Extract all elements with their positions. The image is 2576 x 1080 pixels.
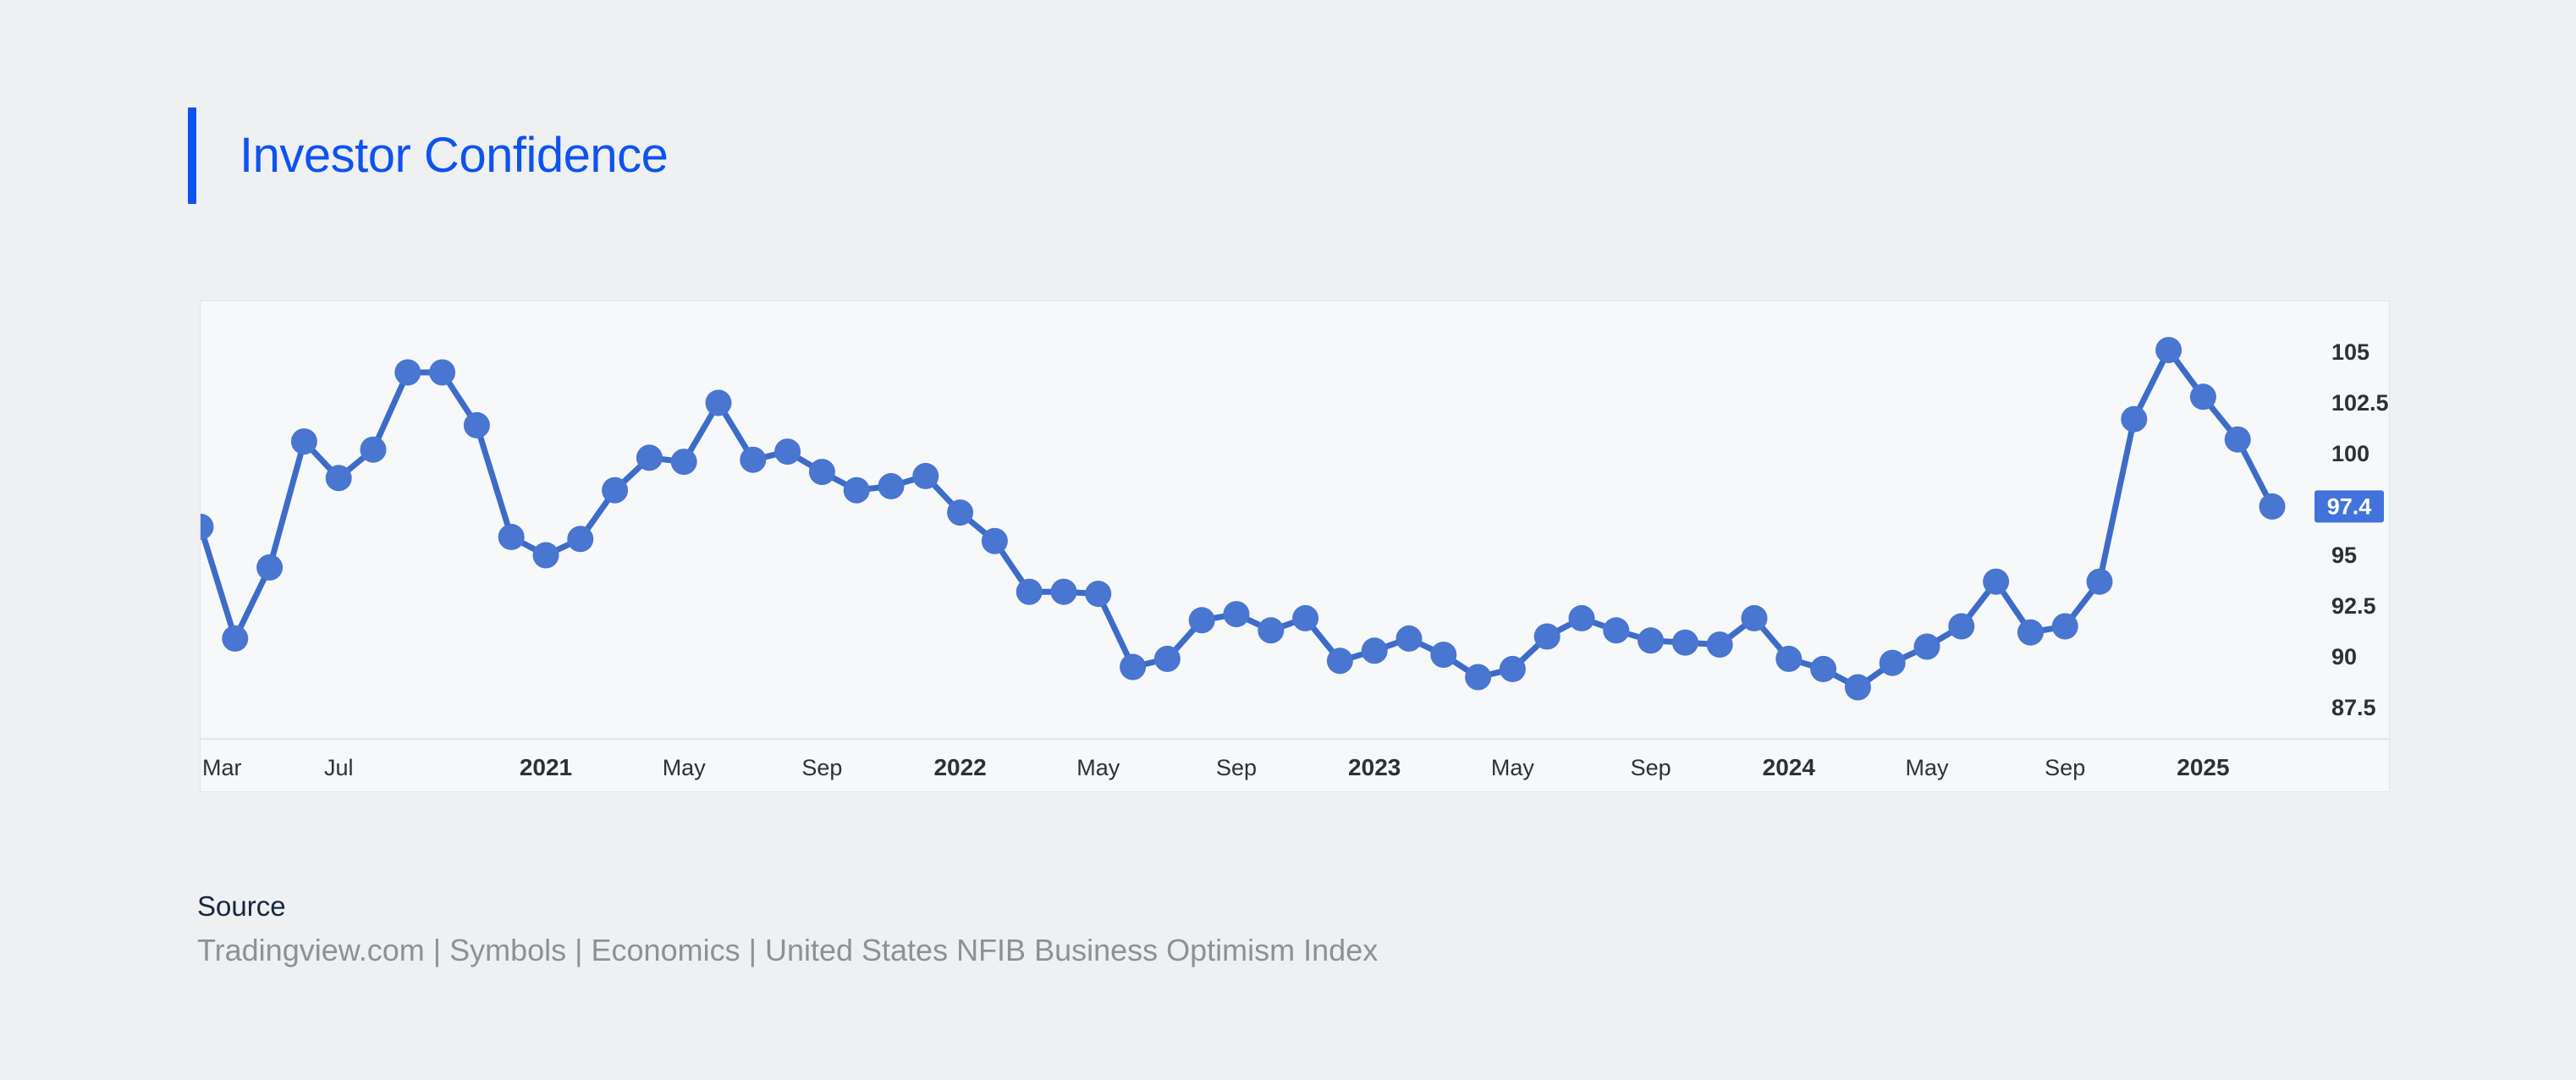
data-point: [1153, 645, 1181, 672]
data-point: [222, 625, 249, 652]
x-tick-label: Sep: [1216, 755, 1257, 780]
data-point: [1671, 629, 1698, 656]
data-point: [1810, 655, 1837, 682]
data-point: [1983, 568, 2010, 595]
data-point: [2189, 383, 2216, 411]
x-tick-label: Sep: [1631, 755, 1671, 780]
x-tick-label: May: [1076, 755, 1120, 780]
data-point: [1465, 664, 1492, 691]
data-point: [705, 389, 732, 416]
data-point: [981, 527, 1008, 554]
chart-panel: Mar Jul 2021 May Sep 2022 May Sep 2023 May Sep 2024…: [200, 300, 2390, 792]
data-point: [636, 444, 663, 471]
data-point: [1395, 625, 1423, 652]
data-point: [360, 436, 387, 463]
data-point: [1913, 633, 1940, 660]
data-point: [912, 462, 939, 489]
data-point: [2121, 405, 2148, 433]
y-tick-label: 95: [2331, 543, 2357, 568]
data-point: [1326, 647, 1353, 675]
data-point: [256, 554, 283, 581]
title-accent-bar: [188, 107, 196, 204]
data-point: [1706, 631, 1733, 658]
data-point: [201, 513, 214, 540]
data-point: [1741, 604, 1768, 631]
data-point: [1085, 581, 1112, 608]
data-point: [1188, 607, 1215, 634]
data-point: [1223, 601, 1250, 628]
data-point: [290, 428, 317, 455]
data-point: [498, 523, 525, 550]
data-point: [947, 499, 974, 526]
data-point: [1533, 623, 1560, 650]
page-title-block: Investor Confidence: [188, 106, 669, 206]
data-point: [463, 411, 490, 438]
y-tick-label: 102.5: [2331, 390, 2389, 416]
data-point: [1361, 637, 1388, 664]
data-point: [1879, 649, 1906, 676]
last-price-label: 97.4: [2327, 493, 2372, 519]
data-point: [1844, 674, 1871, 701]
chart-canvas: Mar Jul 2021 May Sep 2022 May Sep 2023 May Sep 2024…: [201, 337, 2389, 780]
source-block: Source Tradingview.com | Symbols | Econo…: [197, 890, 1378, 968]
source-text: Tradingview.com | Symbols | Economics | …: [197, 933, 1379, 967]
data-point: [394, 359, 421, 386]
x-tick-label: Jul: [324, 755, 354, 780]
y-tick-label: 92.5: [2331, 593, 2376, 619]
x-tick-label: Mar: [202, 755, 242, 780]
last-price-tag: [2315, 490, 2384, 523]
x-tick-label: May: [663, 755, 707, 780]
x-tick-label: 2021: [520, 754, 572, 780]
x-tick-label: 2024: [1763, 754, 1816, 780]
x-tick-label: Sep: [801, 755, 842, 780]
data-point: [1430, 642, 1457, 669]
data-point: [567, 526, 594, 553]
data-point: [808, 459, 835, 486]
data-point: [878, 472, 905, 499]
data-point: [1499, 655, 1526, 682]
y-tick-label: 87.5: [2331, 695, 2376, 720]
data-point: [1258, 617, 1285, 644]
data-point: [774, 438, 801, 466]
data-point: [532, 542, 559, 569]
data-point: [1638, 627, 1665, 654]
data-point: [2224, 426, 2251, 453]
data-point: [2017, 619, 2044, 646]
data-point: [2155, 337, 2182, 364]
data-point: [429, 359, 456, 386]
data-point: [1603, 617, 1630, 644]
x-tick-label: 2023: [1348, 754, 1401, 780]
x-tick-label: 2022: [933, 754, 986, 780]
x-tick-label: May: [1905, 755, 1949, 780]
data-point: [2259, 493, 2286, 520]
y-tick-label: 100: [2331, 441, 2370, 466]
x-tick-label: May: [1491, 755, 1535, 780]
data-point: [2051, 613, 2078, 640]
source-heading: Source: [197, 890, 286, 922]
data-point: [2086, 568, 2113, 595]
data-point: [1775, 645, 1803, 672]
data-point: [602, 477, 629, 504]
page-title: Investor Confidence: [239, 128, 669, 183]
data-point: [1016, 578, 1043, 605]
data-point: [325, 465, 352, 492]
x-tick-label: Sep: [2045, 755, 2085, 780]
data-point: [740, 446, 767, 473]
data-point: [1120, 653, 1147, 681]
data-point: [1948, 613, 1975, 640]
x-tick-label: 2025: [2177, 754, 2229, 780]
data-point: [1568, 604, 1595, 631]
data-point: [843, 477, 870, 504]
y-tick-label: 105: [2331, 339, 2370, 365]
data-point: [1050, 578, 1077, 605]
data-point: [670, 449, 697, 476]
data-point: [1292, 604, 1319, 631]
y-tick-label: 90: [2331, 644, 2357, 669]
